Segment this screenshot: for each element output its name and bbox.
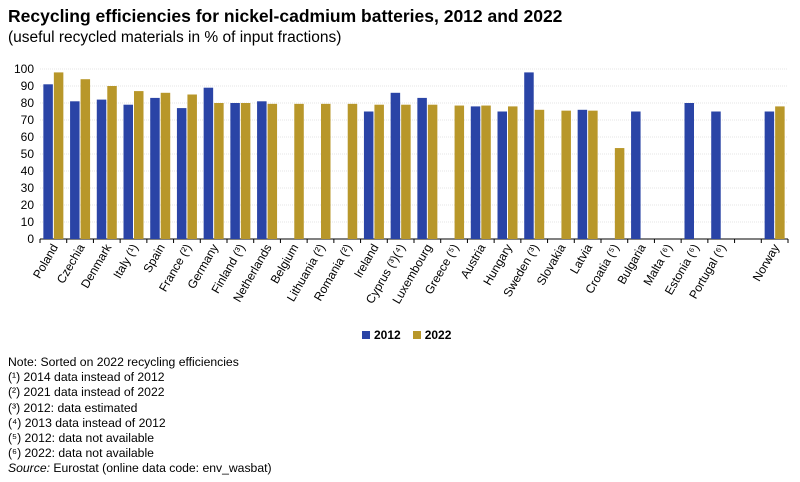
bar-2022 (508, 106, 518, 240)
bar-chart: 0102030405060708090100PolandCzechiaDenma… (14, 62, 789, 306)
x-category-label: Spain (140, 242, 167, 276)
bar-2012 (96, 99, 107, 239)
note-line: (⁶) 2022: data not available (8, 446, 154, 461)
legend-item-2022: 2022 (412, 328, 452, 342)
bar-2022 (561, 110, 571, 240)
bar-2012 (150, 97, 160, 240)
source-line: Source: Eurostat (online data code: env_… (8, 461, 272, 476)
bar-2022 (80, 79, 91, 239)
y-tick-label: 90 (21, 79, 35, 93)
legend-label-2012: 2012 (374, 328, 401, 342)
bar-2022 (294, 103, 304, 239)
bar-2022 (214, 103, 224, 239)
chart-title: Recycling efficiencies for nickel-cadmiu… (8, 6, 563, 26)
bar-2022 (160, 92, 171, 239)
chart-subtitle: (useful recycled materials in % of input… (8, 29, 342, 46)
legend-swatch-2022 (412, 331, 421, 339)
bar-2022 (187, 94, 197, 239)
bar-2012 (203, 87, 214, 239)
y-tick-label: 60 (21, 130, 35, 144)
bar-2012 (524, 72, 534, 240)
note-line: Note: Sorted on 2022 recycling efficienc… (8, 355, 239, 369)
bar-2012 (497, 111, 507, 239)
bar-2012 (684, 103, 694, 239)
y-tick-label: 20 (21, 198, 35, 212)
legend-label-2022: 2022 (424, 328, 452, 342)
bar-2022 (347, 103, 358, 239)
bar-2012 (70, 101, 80, 239)
bar-2022 (107, 86, 117, 239)
source-text: Eurostat (online data code: env_wasbat) (50, 461, 272, 476)
x-category-label: Norway (750, 242, 782, 284)
bar-2022 (614, 148, 625, 239)
note-line: (⁵) 2012: data not available (8, 431, 154, 446)
bar-2012 (123, 104, 133, 239)
y-tick-label: 80 (21, 96, 35, 110)
y-tick-label: 40 (21, 164, 35, 178)
x-category-label: Latvia (567, 241, 595, 276)
x-category-label: Italy (¹) (110, 242, 141, 281)
note-line: (²) 2021 data instead of 2022 (8, 385, 165, 400)
bar-2022 (53, 72, 64, 240)
y-tick-label: 100 (14, 62, 34, 76)
bar-2012 (711, 111, 721, 239)
bar-2012 (390, 92, 401, 239)
bar-2022 (481, 105, 491, 239)
y-tick-label: 0 (27, 232, 34, 246)
bar-2022 (321, 103, 331, 239)
note-line: (³) 2012: data estimated (8, 400, 138, 415)
bar-2012 (230, 103, 240, 239)
legend-item-2012: 2012 (362, 328, 401, 342)
y-tick-label: 30 (21, 181, 35, 195)
legend: 2012 2022 (362, 328, 451, 342)
bar-2012 (257, 101, 267, 239)
bar-2022 (775, 106, 785, 240)
bar-2022 (134, 91, 144, 239)
bar-2012 (417, 97, 427, 240)
legend-swatch-2012 (362, 331, 370, 339)
bar-2012 (470, 106, 481, 240)
bar-2022 (588, 110, 598, 240)
bar-2012 (176, 108, 187, 239)
y-tick-label: 70 (21, 113, 35, 127)
bar-2022 (534, 109, 545, 239)
bar-2012 (577, 109, 588, 239)
bar-2012 (43, 84, 53, 239)
bar-2022 (267, 103, 278, 239)
bar-2012 (764, 111, 775, 239)
y-tick-label: 10 (21, 215, 35, 229)
notes: Note: Sorted on 2022 recycling efficienc… (8, 355, 272, 477)
source-label: Source: (8, 461, 51, 476)
bar-2012 (631, 111, 641, 239)
bar-2022 (454, 105, 465, 239)
note-line: (⁴) 2013 data instead of 2012 (8, 415, 166, 430)
bar-2022 (401, 104, 411, 239)
bar-2022 (374, 104, 384, 239)
bar-2012 (363, 111, 374, 239)
bar-2022 (240, 103, 251, 239)
note-line: (¹) 2014 data instead of 2012 (8, 370, 165, 385)
bar-2022 (427, 104, 438, 239)
y-tick-label: 50 (21, 147, 35, 161)
